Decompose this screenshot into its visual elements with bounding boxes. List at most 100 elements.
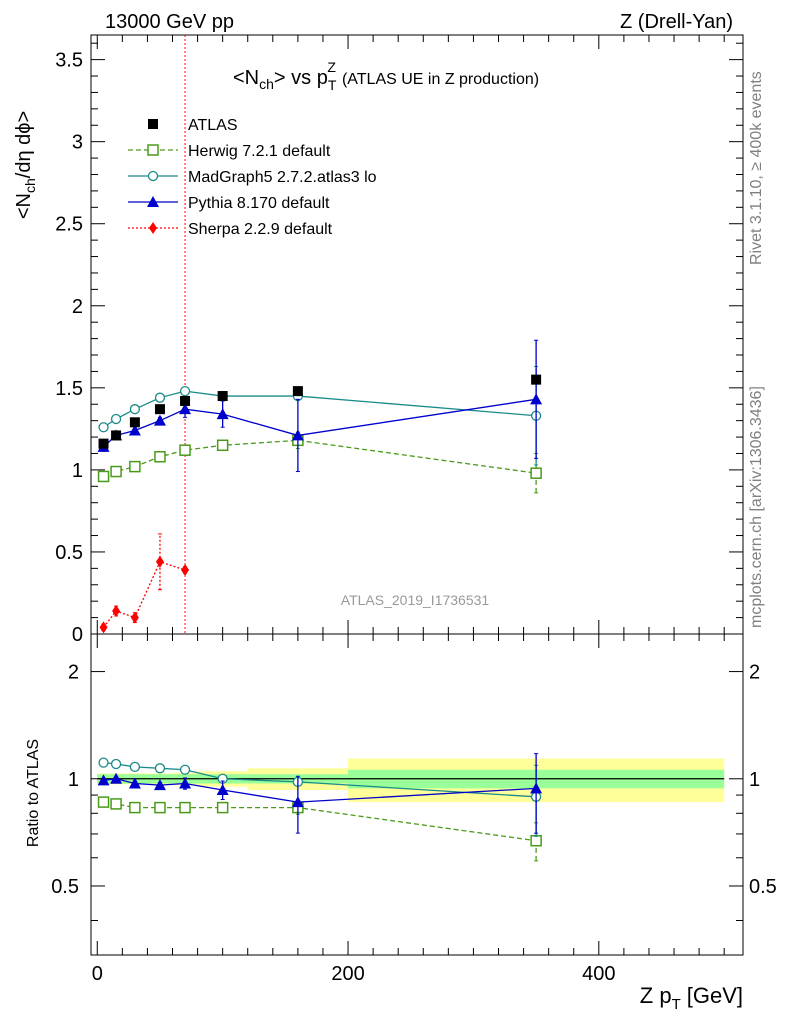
- data-point: [291, 429, 304, 441]
- ratio-y-tick-label-right: 2: [749, 662, 760, 684]
- data-point: [153, 414, 166, 426]
- ratio-y-axis-label: Ratio to ATLAS: [25, 739, 42, 847]
- data-point: [181, 563, 190, 576]
- ratio-point: [98, 757, 109, 768]
- ratio-point: [97, 796, 110, 808]
- ratio-y-tick-label: 1: [68, 769, 79, 791]
- legend-marker: [147, 196, 159, 207]
- ratio-frame: [90, 633, 744, 956]
- title-pt-sup: Z: [327, 59, 336, 75]
- atlas-data-point: [531, 374, 542, 385]
- data-point: [110, 413, 122, 425]
- data-point: [154, 392, 166, 403]
- ratio-y-tick-label-right: 1: [749, 769, 760, 791]
- y-tick-label: 1: [72, 460, 83, 482]
- legend-label: MadGraph5 2.7.2.atlas3 lo: [188, 169, 377, 186]
- legend: ATLAS Herwig 7.2.1 default MadGraph5 2.7.2…: [128, 117, 377, 238]
- ylabel-sub: ch: [22, 178, 38, 193]
- legend-marker: [148, 119, 158, 129]
- title-pt-sub: T: [328, 77, 337, 93]
- data-point: [216, 439, 229, 452]
- atlas-data-point: [98, 438, 109, 449]
- ratio-point: [154, 801, 166, 814]
- legend-entry: Herwig 7.2.1 default: [128, 143, 331, 160]
- y-axis-label: <Nch/dη dϕ>: [13, 111, 38, 219]
- data-point: [216, 408, 229, 420]
- y-tick-label: 0: [72, 624, 83, 646]
- legend-marker: [147, 170, 159, 182]
- analysis-watermark: ATLAS_2019_I1736531: [341, 592, 490, 608]
- series-line: [103, 439, 537, 478]
- data-point: [130, 611, 139, 624]
- title-rest: (ATLAS UE in Z production): [342, 71, 539, 88]
- y-tick-label: 3.5: [55, 50, 83, 72]
- series-layer: [97, 339, 543, 862]
- y-tick-label: 2.5: [55, 214, 83, 236]
- data-point: [179, 385, 191, 397]
- legend-entry: Sherpa 2.2.9 default: [128, 221, 333, 238]
- ratio-point: [128, 777, 141, 789]
- legend-label: Herwig 7.2.1 default: [188, 143, 331, 160]
- title-main: <N: [233, 67, 259, 89]
- data-point: [99, 621, 108, 634]
- data-point: [128, 424, 141, 436]
- data-point: [98, 422, 109, 433]
- ratio-point: [97, 774, 110, 786]
- ylabel-rest: /dη dϕ>: [13, 111, 35, 178]
- ratio-point: [110, 772, 123, 784]
- series-3: [99, 533, 190, 634]
- data-point: [97, 470, 110, 483]
- title-sub: ch: [259, 76, 274, 92]
- ratio-point: [110, 758, 122, 770]
- legend-entry: Pythia 8.170 default: [128, 195, 330, 212]
- atlas-data-point: [217, 391, 228, 402]
- atlas-data-point: [154, 404, 165, 415]
- ratio-point: [530, 834, 542, 847]
- x-tick-label: 200: [331, 963, 364, 985]
- legend-label: ATLAS: [188, 117, 238, 134]
- x-axis-label: Z pT [GeV]: [640, 983, 743, 1013]
- ratio-point: [216, 801, 229, 814]
- data-point: [129, 404, 141, 415]
- ratio-y-tick-label: 2: [68, 662, 79, 684]
- ratio-point: [530, 782, 543, 794]
- xlabel-main: Z p: [640, 983, 672, 1008]
- data-point: [155, 555, 164, 568]
- x-tick-label: 0: [92, 963, 103, 985]
- title-mid: > vs p: [274, 67, 328, 89]
- ratio-point: [216, 783, 229, 795]
- series-line: [103, 560, 186, 628]
- ratio-y-tick-label: 0.5: [51, 876, 79, 898]
- ratio-point: [129, 801, 141, 814]
- data-point: [110, 465, 122, 478]
- xlabel-sub: T: [672, 996, 681, 1013]
- ratio-point: [110, 798, 122, 810]
- ratio-point: [179, 764, 191, 775]
- data-point: [530, 393, 543, 405]
- ylabel-main: <N: [13, 193, 35, 219]
- data-point: [179, 444, 191, 456]
- legend-label: Sherpa 2.2.9 default: [188, 221, 333, 238]
- chart-title: <Nch> vs pTZ (ATLAS UE in Z production): [233, 59, 539, 93]
- data-point: [154, 451, 166, 463]
- data-point: [530, 467, 542, 479]
- ratio-line: [103, 801, 537, 842]
- ratio-point: [179, 801, 191, 814]
- legend-marker: [149, 222, 157, 234]
- data-point: [129, 460, 141, 473]
- atlas-data-point: [180, 395, 191, 406]
- y-tick-label: 1.5: [55, 378, 83, 400]
- ratio-point: [154, 763, 166, 774]
- y-tick-label: 2: [72, 296, 83, 318]
- series-line: [103, 398, 537, 448]
- header-right: Z (Drell-Yan): [620, 11, 733, 33]
- atlas-data-point: [292, 386, 303, 397]
- ratio-point: [179, 777, 192, 789]
- y-tick-label: 3: [72, 132, 83, 154]
- rivet-label: Rivet 3.1.10, ≥ 400k events: [748, 71, 765, 265]
- mcplots-label: mcplots.cern.ch [arXiv:1306.3436]: [748, 386, 765, 628]
- atlas-data-point: [111, 430, 122, 441]
- y-tick-label: 0.5: [55, 542, 83, 564]
- ratio-point: [291, 796, 304, 808]
- xlabel-rest: [GeV]: [687, 983, 743, 1008]
